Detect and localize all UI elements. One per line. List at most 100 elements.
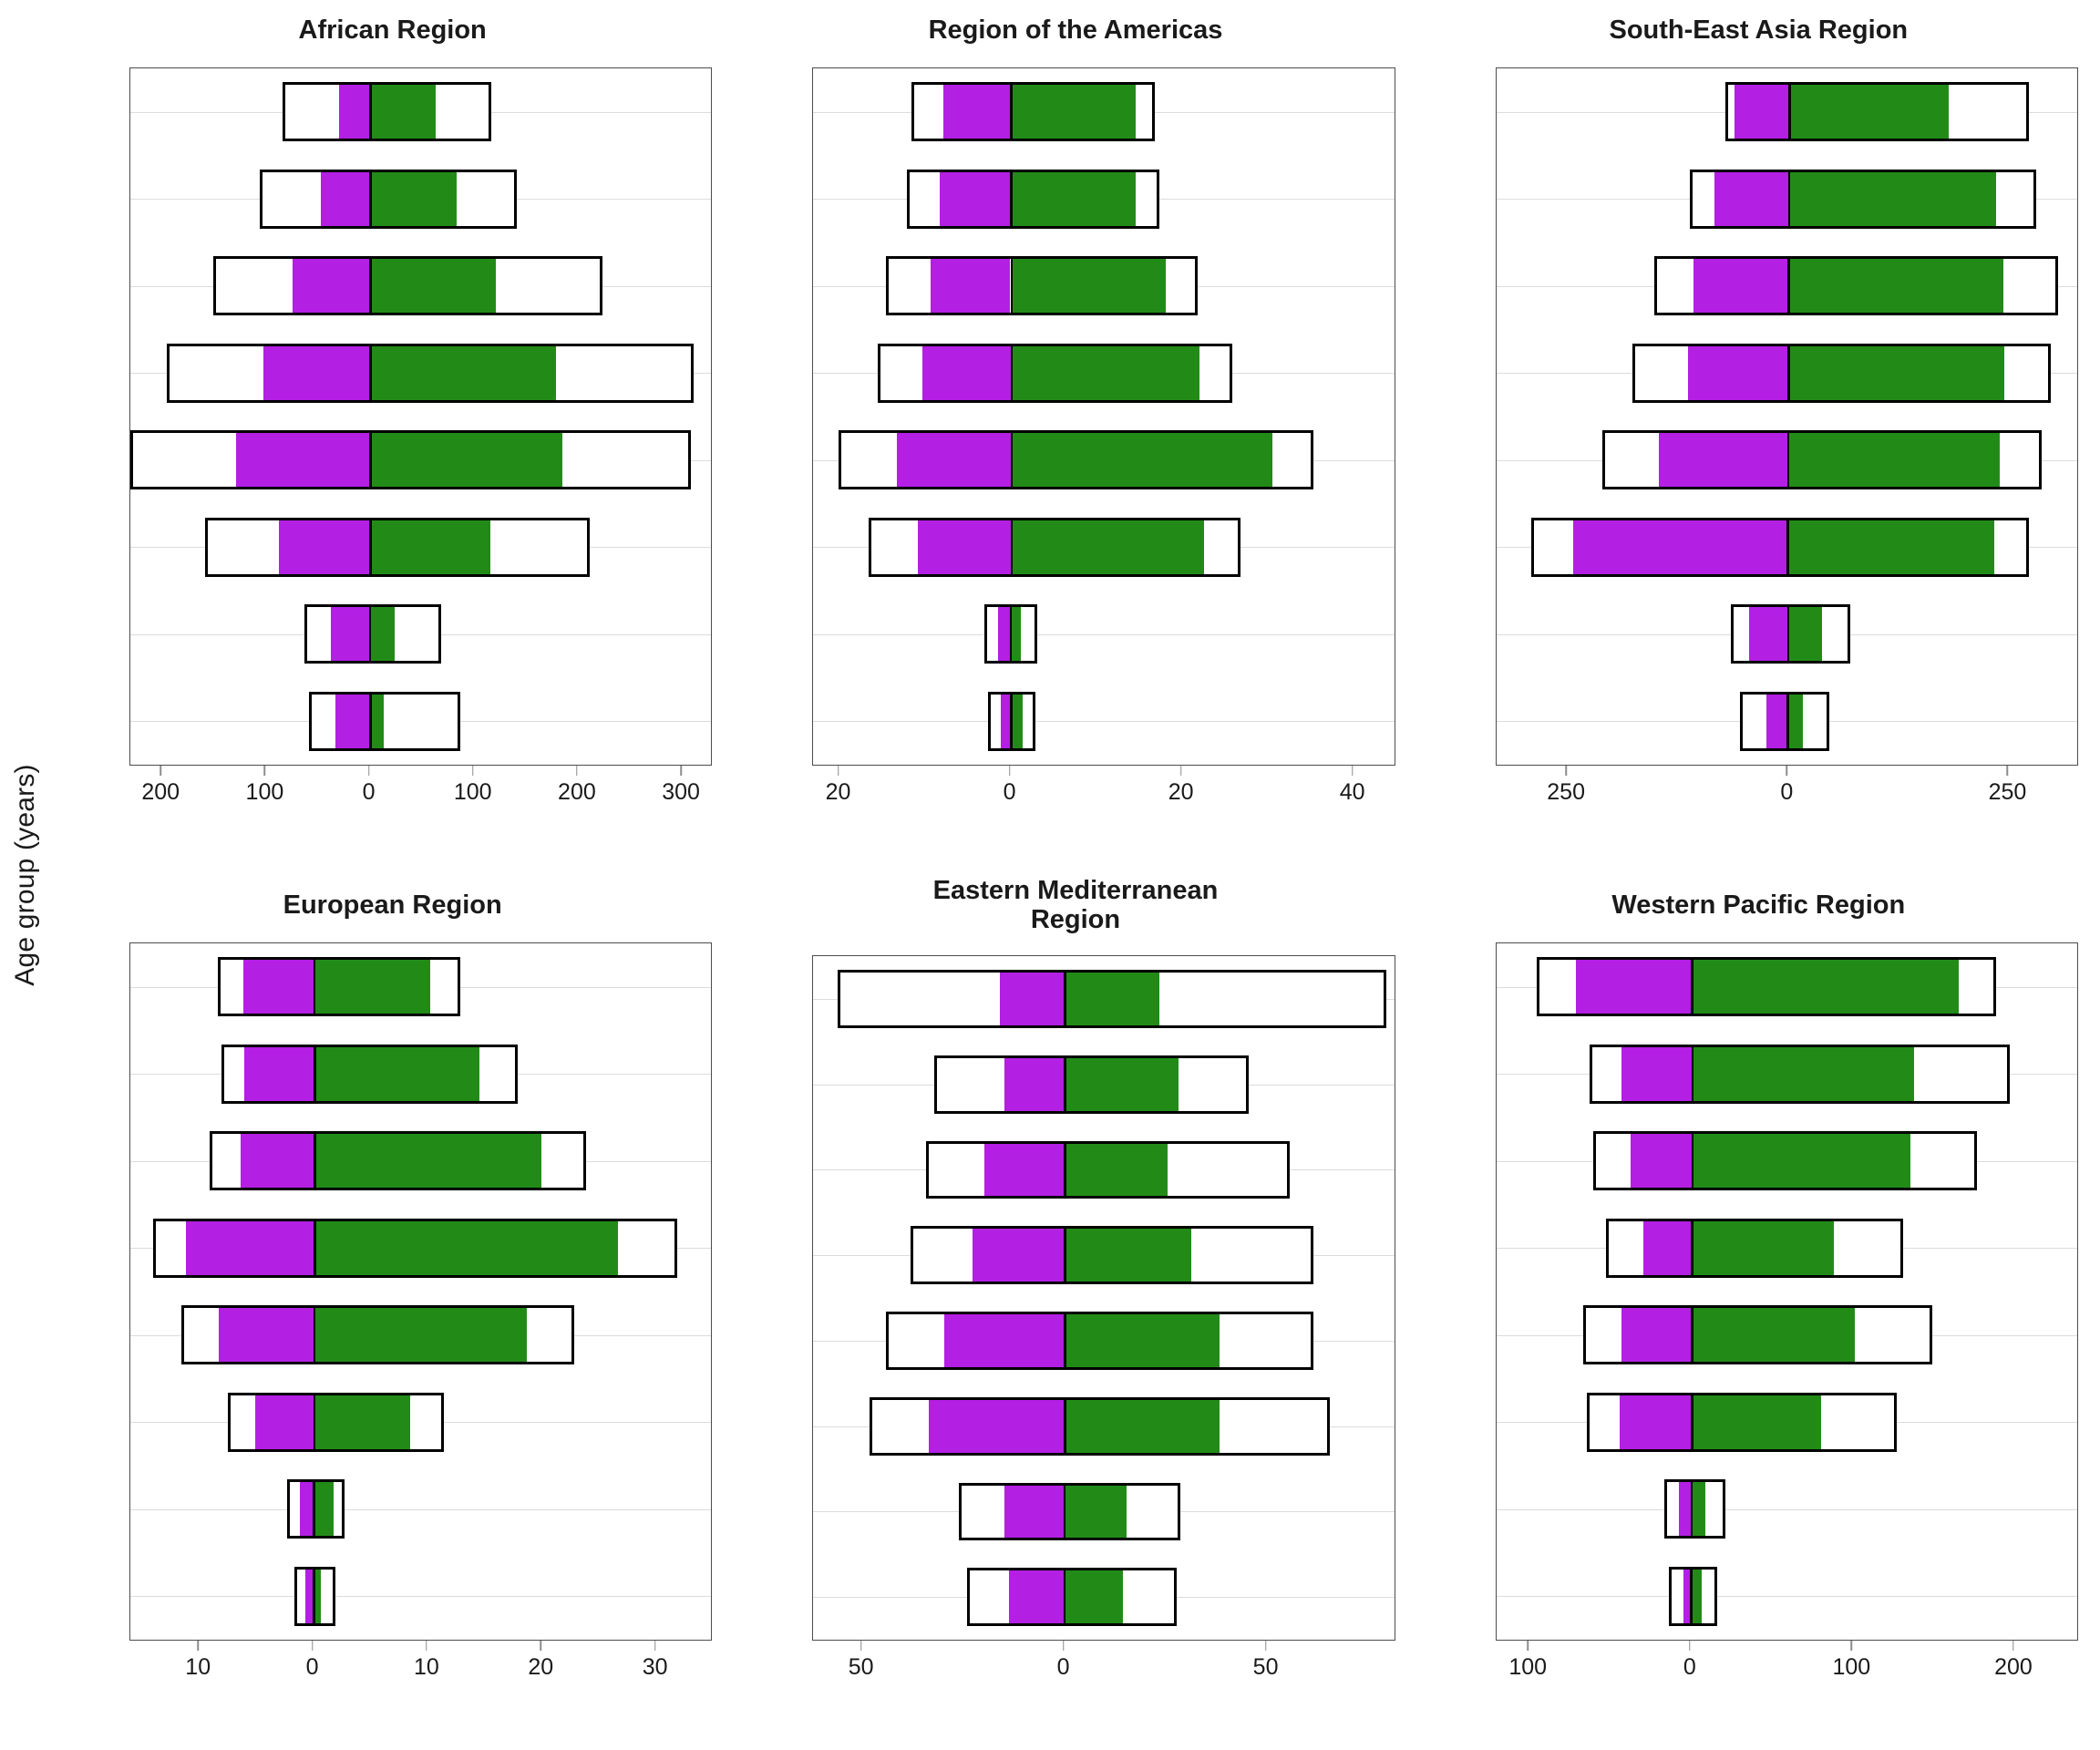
bar-male xyxy=(1786,694,1804,748)
zero-line xyxy=(313,1482,315,1537)
bar-total-range xyxy=(181,1305,575,1365)
bar-female xyxy=(1643,1220,1692,1275)
x-tick-label: 0 xyxy=(1683,1654,1696,1680)
x-tick-mark xyxy=(1062,1641,1065,1651)
zero-line xyxy=(1786,433,1790,488)
bar-total-range xyxy=(837,970,1386,1028)
x-axis: 100 0 100 200 xyxy=(1496,1641,2078,1684)
bar-male xyxy=(1787,259,2003,314)
x-tick-label: 10 xyxy=(414,1654,439,1680)
y-tick-label: 55–64 xyxy=(129,1061,130,1087)
bar-total-range xyxy=(1654,256,2058,316)
bar-female xyxy=(1008,1570,1064,1623)
bar-female xyxy=(219,1308,314,1363)
x-axis: 20 0 20 40 xyxy=(812,766,1395,809)
y-tick-label: 55–64 xyxy=(812,1071,813,1097)
bar-total-range xyxy=(1740,691,1829,751)
bar-male xyxy=(1009,607,1021,662)
zero-line xyxy=(1786,694,1789,748)
zero-line xyxy=(369,85,372,139)
gridline xyxy=(1496,1596,2077,1598)
bar-total-range xyxy=(1663,1479,1726,1539)
bar-total-range xyxy=(885,1312,1314,1370)
bar-total-range xyxy=(1592,1131,1978,1191)
zero-line xyxy=(1064,1399,1066,1453)
bar-male xyxy=(369,171,457,226)
bar-female xyxy=(335,694,370,748)
y-tick-label: 35–44 xyxy=(812,360,813,386)
x-tick-mark xyxy=(1786,766,1788,776)
zero-line xyxy=(1787,171,1791,226)
y-tick-label: 45–54 xyxy=(1496,273,1497,299)
y-tick-label: 45–54 xyxy=(129,1148,130,1174)
y-tick-label: 5–14 xyxy=(129,1496,130,1522)
bar-male xyxy=(369,259,497,314)
panel-title: Western Pacific Region xyxy=(1417,890,2100,921)
bar-total-range xyxy=(1669,1566,1718,1626)
bar-female xyxy=(921,345,1011,400)
zero-line xyxy=(313,1569,315,1623)
bar-male xyxy=(369,520,490,574)
bar-male xyxy=(313,1482,334,1537)
bar-female xyxy=(1621,1308,1692,1363)
y-tick-label: 5–14 xyxy=(812,621,813,647)
zero-line xyxy=(1010,171,1013,226)
bar-total-range xyxy=(213,256,602,316)
zero-line xyxy=(314,1046,316,1101)
y-tick-label: 0–4 xyxy=(812,1584,813,1611)
y-tick-label: 0–4 xyxy=(129,1583,130,1610)
zero-line xyxy=(1010,345,1014,400)
bar-total-range xyxy=(877,343,1232,403)
panel-title-line: Eastern Mediterranean xyxy=(932,876,1219,905)
zero-line xyxy=(1691,1046,1694,1101)
y-tick-label: 45–54 xyxy=(1496,1148,1497,1174)
x-tick-label: 100 xyxy=(245,779,284,805)
bar-total-range xyxy=(1601,430,2043,490)
x-tick-mark xyxy=(1565,766,1567,776)
x-tick-label: 30 xyxy=(642,1654,668,1680)
gridline xyxy=(813,633,1395,635)
panel-title: African Region xyxy=(51,15,734,46)
bar-total-range xyxy=(1536,957,1997,1017)
zero-line xyxy=(1064,973,1066,1025)
plot-area: ≥65 55–64 45–54 35–44 25–34 15–24 5–14 0–4 xyxy=(129,67,713,766)
bar-female xyxy=(896,433,1011,488)
zero-line xyxy=(1010,694,1013,748)
bar-male xyxy=(369,694,384,748)
x-tick-label: 0 xyxy=(1780,779,1794,805)
bar-female xyxy=(939,171,1011,226)
bar-total-range xyxy=(1606,1218,1903,1278)
x-tick-mark xyxy=(837,766,839,776)
bar-female xyxy=(1573,520,1787,574)
y-tick-label: ≥65 xyxy=(812,985,813,1012)
x-tick-label: 250 xyxy=(1547,779,1585,805)
panel-title: Region of the Americas xyxy=(734,15,1416,46)
panel-title: Eastern Mediterranean Region xyxy=(734,876,1416,935)
bar-total-range xyxy=(839,430,1313,490)
bar-male xyxy=(368,607,396,662)
zero-line xyxy=(313,960,316,1014)
zero-line xyxy=(1010,259,1013,314)
bar-female xyxy=(1687,345,1788,400)
bar-female xyxy=(1000,973,1065,1025)
bar-total-range xyxy=(934,1055,1250,1114)
x-tick-label: 20 xyxy=(1168,779,1194,805)
panel-title-line: South-East Asia Region xyxy=(1609,15,1909,45)
bar-female xyxy=(279,520,370,574)
x-axis: 10 0 10 20 30 xyxy=(129,1641,712,1684)
bar-female xyxy=(186,1220,314,1275)
y-tick-label: 25–34 xyxy=(129,447,130,473)
x-tick-label: 100 xyxy=(453,779,492,805)
bar-total-range xyxy=(1586,1392,1897,1452)
bar-male xyxy=(314,1134,542,1189)
bar-male xyxy=(1691,1220,1834,1275)
bar-male xyxy=(1064,1057,1179,1111)
y-tick-label: 15–24 xyxy=(812,1413,813,1439)
panel-grid: African Region ≥65 55–64 45–54 35–44 25–34 15–… xyxy=(51,0,2100,1750)
bar-total-range xyxy=(958,1482,1181,1541)
zero-line xyxy=(1691,1395,1693,1449)
bar-female xyxy=(339,85,370,139)
x-tick-label: 0 xyxy=(1003,779,1016,805)
bar-male xyxy=(1064,1229,1192,1282)
